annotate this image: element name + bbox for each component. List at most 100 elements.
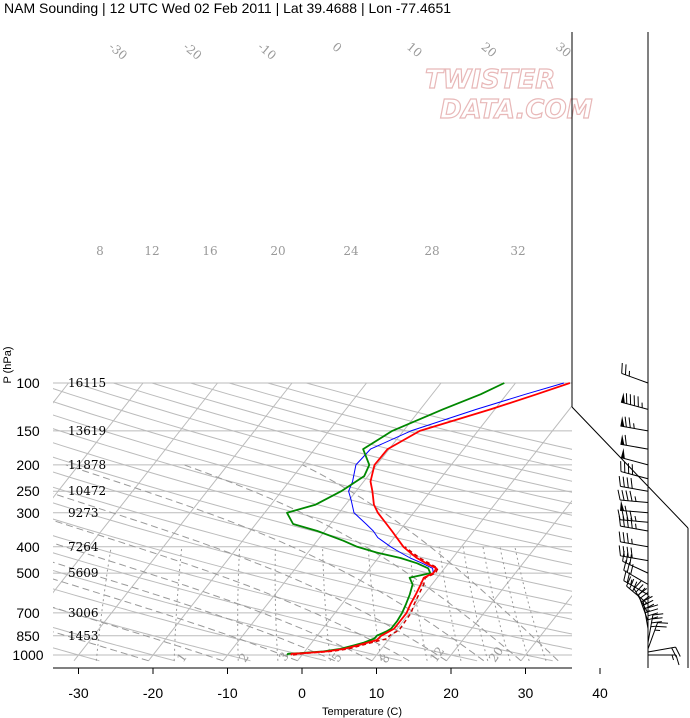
height-label: 5609 <box>68 566 99 580</box>
wind-barb-feather <box>638 588 648 596</box>
isotherm-label: 0 <box>330 40 345 56</box>
isotherm-label: 30 <box>553 40 574 61</box>
moist-adiabat <box>53 492 447 662</box>
isotherm-label: -30 <box>106 40 130 63</box>
mixing-ratio-line <box>274 546 279 661</box>
wind-barb <box>620 434 649 450</box>
height-label: 13619 <box>68 424 106 438</box>
wind-barb-flag <box>620 392 625 404</box>
mixing-ratio-label: 32 <box>510 244 525 258</box>
x-tick-label: 0 <box>298 685 306 701</box>
pressure-label: 250 <box>16 483 40 499</box>
wind-barb-feather <box>671 647 677 658</box>
wind-barb <box>647 604 659 636</box>
wind-barb-feather <box>618 545 621 556</box>
wind-barb-feather <box>626 477 629 488</box>
virtual_temperature-profile <box>292 546 439 656</box>
mixing-ratio-label: 1 <box>174 650 190 664</box>
wind-barb-shaft <box>620 471 649 480</box>
wind-barb-feather <box>651 621 662 624</box>
wind-barb-feather <box>629 510 633 521</box>
temperature-profile <box>290 382 571 656</box>
wind-barb-half-feather <box>671 654 674 661</box>
wind-barb <box>622 550 649 574</box>
wind-barb-feather <box>640 595 650 603</box>
isotherm-line <box>148 382 367 662</box>
mixing-ratio-line <box>514 546 547 661</box>
wind-barb-feather <box>626 572 631 583</box>
moist-adiabat <box>183 464 522 662</box>
wind-barb-shaft <box>642 600 649 629</box>
grid-lines <box>53 382 690 662</box>
frame-layer <box>53 32 689 674</box>
wind-barb-feather <box>625 552 629 564</box>
wind-barb-feather <box>624 434 627 446</box>
wind-barb-feather <box>625 490 629 501</box>
x-tick-label: 10 <box>369 685 385 701</box>
mixing-ratio-label: 8 <box>96 244 104 258</box>
wind-barb-feather <box>629 578 635 589</box>
wind-barb <box>623 560 649 585</box>
wind-barb-feather <box>644 603 655 610</box>
wind-barb-feather <box>626 546 629 558</box>
isotherm-label: 10 <box>404 40 425 61</box>
wind-barb <box>620 461 649 480</box>
profile-layer <box>286 382 571 656</box>
wind-barb-flag <box>620 416 625 427</box>
mixing-ratio-line <box>95 546 112 661</box>
mixing-ratio-line <box>482 546 511 661</box>
wind-barb-feather <box>626 517 629 528</box>
pressure-label: 100 <box>16 375 40 391</box>
mixing-ratio-label: 5 <box>329 650 345 664</box>
wind-barb <box>648 654 680 666</box>
dry-adiabat <box>53 401 572 540</box>
wind-barb-shaft <box>620 509 649 514</box>
mixing-ratio-label: 8 <box>377 651 393 665</box>
dry-adiabat <box>53 471 572 606</box>
wind-barb-shaft <box>647 646 676 653</box>
wind-barb <box>620 447 649 466</box>
mixing-ratio-line <box>173 546 183 661</box>
height-label: 10472 <box>68 484 106 498</box>
wind-barb-feather <box>652 617 663 620</box>
wind-barb <box>620 416 649 432</box>
wind-barb-feather <box>617 489 621 501</box>
wind-barb-feather <box>643 599 654 606</box>
wind-barb-feather <box>621 490 625 501</box>
label-layer: -30 -20 -10 0 10 20 30 401001502002503004005007… <box>12 40 608 701</box>
wind-barb-feather <box>642 595 653 602</box>
wind-barb-feather <box>652 613 664 616</box>
wind-barb-half-feather <box>633 423 635 429</box>
mixing-ratio-label: 12 <box>427 644 447 665</box>
wind-barb-shaft <box>621 372 649 384</box>
mixing-ratio-label: 12 <box>144 244 159 258</box>
pressure-label: 300 <box>16 505 40 521</box>
watermark-line-1: TWISTER <box>425 65 555 95</box>
wind-barb-feather <box>656 625 667 628</box>
mixing-ratio-label: 2 <box>236 650 252 664</box>
height-label: 9273 <box>68 506 99 520</box>
wind-barb-shaft <box>620 519 649 523</box>
isotherm-line <box>73 382 293 662</box>
dry-adiabat <box>53 442 572 579</box>
wind-barb <box>617 489 649 503</box>
mixing-ratio-label: 16 <box>202 244 217 258</box>
dry-adiabat <box>53 414 572 553</box>
pressure-label: 1000 <box>12 647 43 663</box>
dry-adiabat <box>74 382 572 516</box>
wind-barb-feather <box>622 476 625 488</box>
isotherm-line <box>670 383 690 661</box>
wind-barb-shaft <box>620 443 649 450</box>
dry-adiabat <box>53 428 572 566</box>
wind-barb-feather <box>657 622 669 624</box>
isotherm-line <box>53 382 218 594</box>
isotherm-line <box>371 405 572 662</box>
wind-barb-half-feather <box>634 496 637 502</box>
wind-barb-feather <box>622 532 625 543</box>
wind-barb <box>620 392 649 410</box>
pressure-label: 400 <box>16 539 40 555</box>
x-tick-label: 40 <box>592 685 608 701</box>
grid-layer <box>53 382 690 662</box>
wind-barb-feather <box>618 531 621 542</box>
